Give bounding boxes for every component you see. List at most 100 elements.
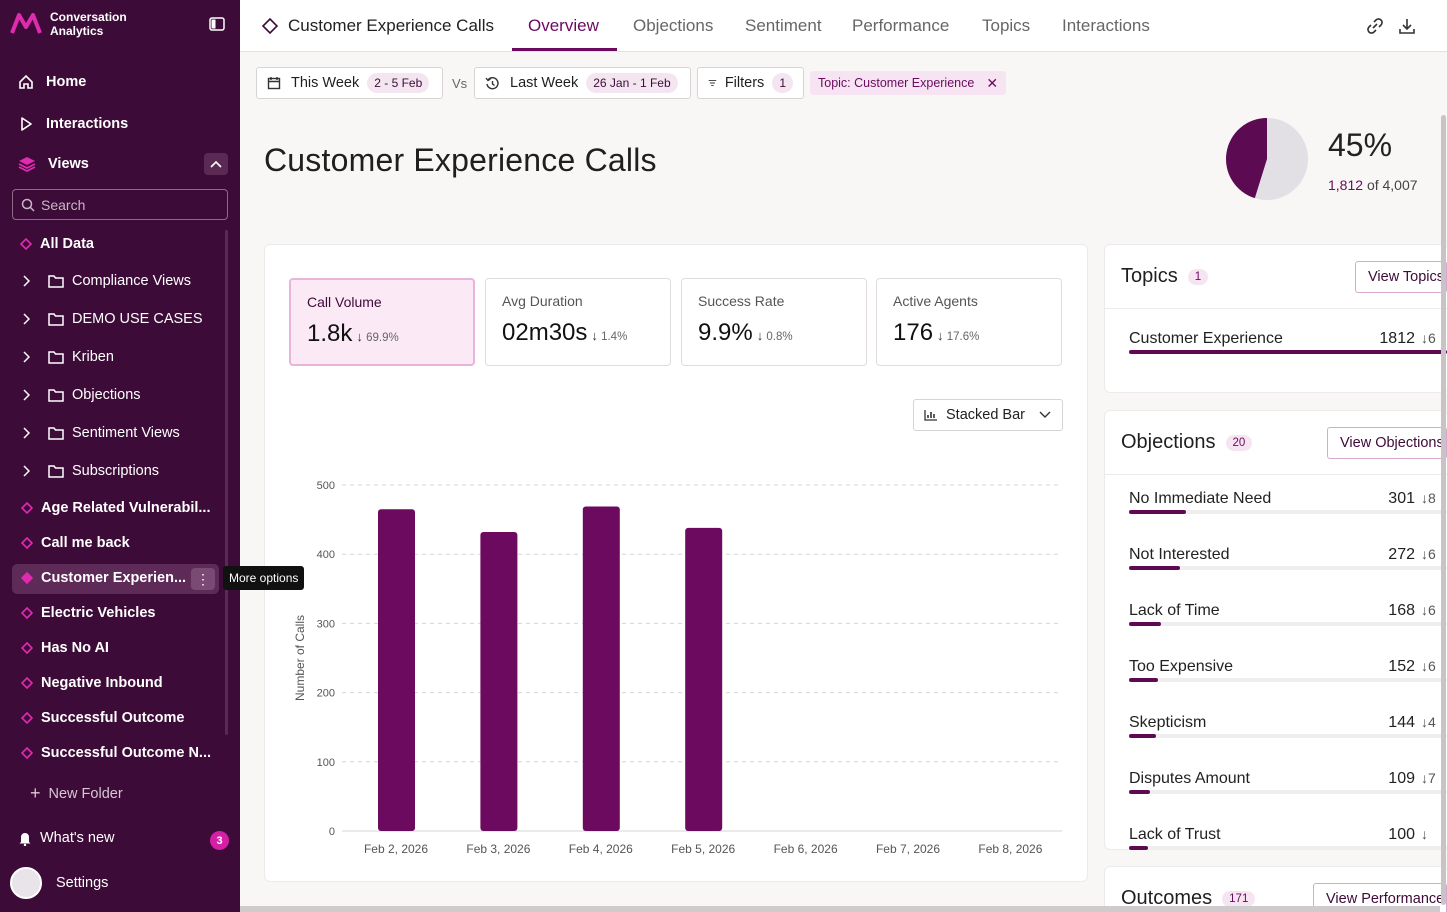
folder-item[interactable]: Sentiment Views xyxy=(22,425,180,441)
y-tick-label: 300 xyxy=(317,618,335,630)
nav-interactions[interactable]: Interactions xyxy=(18,116,128,132)
new-folder-button[interactable]: + New Folder xyxy=(30,783,123,804)
x-tick-label: Feb 5, 2026 xyxy=(671,842,735,856)
download-icon[interactable] xyxy=(1397,16,1417,36)
more-options-button[interactable]: ⋮ xyxy=(191,568,215,590)
tab-performance[interactable]: Performance xyxy=(852,16,950,35)
objections-row[interactable]: Lack of Trust 100 ↓ xyxy=(1129,826,1447,852)
last-week-picker[interactable]: Last Week 26 Jan - 1 Feb xyxy=(474,67,691,99)
tab-overview[interactable]: Overview xyxy=(528,16,599,35)
view-topics-button[interactable]: View Topics xyxy=(1355,261,1447,293)
brand[interactable]: Conversation Analytics xyxy=(10,10,160,38)
row-count: 109 xyxy=(1388,770,1415,787)
nav-views-label: Views xyxy=(48,156,89,172)
row-label: Skepticism xyxy=(1129,714,1207,731)
view-item[interactable]: Electric Vehicles xyxy=(21,605,155,621)
y-tick-label: 100 xyxy=(317,757,335,769)
layers-icon xyxy=(18,157,36,172)
folder-item[interactable]: DEMO USE CASES xyxy=(22,311,203,327)
kpi-delta-value: 1.4% xyxy=(601,331,628,343)
row-bar-track xyxy=(1129,622,1447,626)
folder-label: Sentiment Views xyxy=(72,425,180,441)
view-item[interactable]: Successful Outcome xyxy=(21,710,184,726)
folder-item[interactable]: Objections xyxy=(22,387,141,403)
nav-views[interactable]: Views xyxy=(18,156,89,172)
bar[interactable] xyxy=(378,509,415,831)
outcomes-count: 171 xyxy=(1222,890,1256,907)
active-tab-indicator xyxy=(512,48,617,51)
objections-row[interactable]: Too Expensive 152 ↓6 xyxy=(1129,658,1447,684)
kpi-card[interactable]: Success Rate 9.9% ↓ 0.8% xyxy=(681,278,867,366)
tab-objections[interactable]: Objections xyxy=(633,16,714,35)
bar[interactable] xyxy=(582,506,620,831)
tab-topics[interactable]: Topics xyxy=(982,16,1031,35)
view-all-data[interactable]: All Data xyxy=(20,236,94,252)
horizontal-scrollbar[interactable] xyxy=(240,906,1440,912)
search-icon xyxy=(21,198,35,212)
view-item[interactable]: Age Related Vulnerabil... xyxy=(21,500,210,516)
view-item[interactable]: Has No AI xyxy=(21,640,109,656)
tab-sentiment[interactable]: Sentiment xyxy=(745,16,822,35)
avatar xyxy=(10,867,42,899)
topics-row[interactable]: Customer Experience 1812 ↓6 xyxy=(1129,330,1447,356)
objections-row[interactable]: Not Interested 272 ↓6 xyxy=(1129,546,1447,572)
objections-row[interactable]: Skepticism 144 ↓4 xyxy=(1129,714,1447,740)
diamond-icon xyxy=(262,18,278,34)
whats-new-button[interactable]: What's new xyxy=(18,830,115,846)
close-icon[interactable]: ✕ xyxy=(986,74,999,91)
view-item[interactable]: Customer Experien... xyxy=(21,570,186,586)
row-bar-fill xyxy=(1129,846,1148,850)
topics-title: Topics 1 xyxy=(1121,265,1209,288)
diamond-icon xyxy=(21,537,33,549)
bar[interactable] xyxy=(685,527,723,831)
home-icon xyxy=(19,74,33,89)
tab-interactions[interactable]: Interactions xyxy=(1062,16,1150,35)
chart-type-select[interactable]: Stacked Bar xyxy=(913,399,1063,431)
kpi-label: Avg Duration xyxy=(502,293,583,309)
search-placeholder: Search xyxy=(41,196,86,213)
row-delta: ↓6 xyxy=(1421,602,1436,618)
view-item[interactable]: Call me back xyxy=(21,535,130,551)
folder-item[interactable]: Compliance Views xyxy=(22,273,191,289)
row-bar-track xyxy=(1129,350,1447,354)
row-bar-track xyxy=(1129,846,1447,850)
filters-button[interactable]: Filters 1 xyxy=(697,67,804,99)
sidebar-collapse-icon[interactable] xyxy=(206,14,228,34)
folder-item[interactable]: Kriben xyxy=(22,349,114,365)
row-count: 144 xyxy=(1388,714,1415,731)
folder-icon xyxy=(48,389,64,402)
this-week-picker[interactable]: This Week 2 - 5 Feb xyxy=(256,67,443,99)
new-folder-label: New Folder xyxy=(48,785,123,802)
chevron-up-icon xyxy=(210,160,222,168)
kpi-card[interactable]: Avg Duration 02m30s ↓ 1.4% xyxy=(485,278,671,366)
arrow-down-icon: ↓ xyxy=(937,328,944,343)
nav-home[interactable]: Home xyxy=(18,74,86,90)
kpi-value-row: 176 ↓ 17.6% xyxy=(893,319,1045,347)
settings-button[interactable]: Settings xyxy=(10,867,108,899)
link-icon[interactable] xyxy=(1365,16,1385,36)
filters-count: 1 xyxy=(772,73,793,93)
row-label: Too Expensive xyxy=(1129,658,1234,675)
page-scrollbar[interactable] xyxy=(1441,115,1446,905)
objections-row[interactable]: Disputes Amount 109 ↓7 xyxy=(1129,770,1447,796)
kpi-card[interactable]: Call Volume 1.8k ↓ 69.9% xyxy=(289,278,475,366)
folder-item[interactable]: Subscriptions xyxy=(22,463,159,479)
view-label: Call me back xyxy=(41,535,130,551)
x-tick-label: Feb 8, 2026 xyxy=(978,842,1042,856)
objections-row[interactable]: Lack of Time 168 ↓6 xyxy=(1129,602,1447,628)
row-bar-fill xyxy=(1129,566,1180,570)
row-label: Customer Experience xyxy=(1129,330,1283,347)
view-item[interactable]: Successful Outcome N... xyxy=(21,745,211,761)
view-objections-button[interactable]: View Objections xyxy=(1327,427,1447,459)
folder-label: Objections xyxy=(72,387,141,403)
kpi-delta: ↓ 17.6% xyxy=(937,328,979,343)
kpi-card[interactable]: Active Agents 176 ↓ 17.6% xyxy=(876,278,1062,366)
views-search-input[interactable]: Search xyxy=(12,189,228,220)
kpi-delta: ↓ 1.4% xyxy=(591,328,627,343)
view-item[interactable]: Negative Inbound xyxy=(21,675,163,691)
topic-filter-chip[interactable]: Topic: Customer Experience ✕ xyxy=(810,71,1007,95)
bar[interactable] xyxy=(480,532,518,831)
views-collapse-button[interactable] xyxy=(204,153,228,175)
objections-row[interactable]: No Immediate Need 301 ↓8 xyxy=(1129,490,1447,516)
sidebar-scrollbar[interactable] xyxy=(225,230,228,735)
